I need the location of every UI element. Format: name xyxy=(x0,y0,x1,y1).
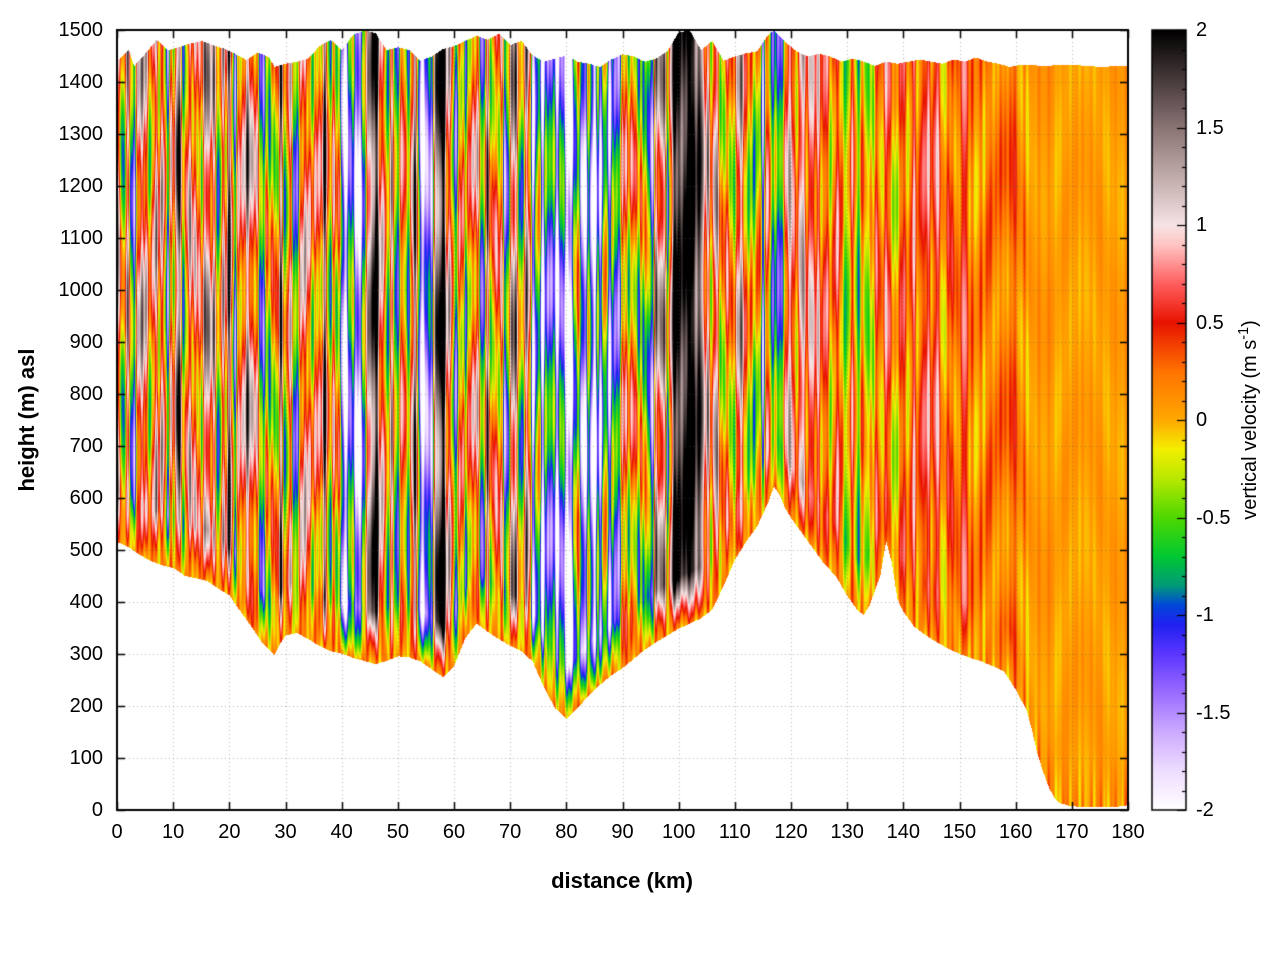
y-axis-title: height (m) asl xyxy=(14,348,39,492)
colorbar-tick-label: -1 xyxy=(1196,604,1214,626)
y-axis-tick-label: 500 xyxy=(69,539,103,561)
x-axis-tick-label: 140 xyxy=(886,821,921,843)
x-axis-tick-label: 60 xyxy=(442,821,466,843)
x-axis-tick-label: 150 xyxy=(942,821,977,843)
x-axis-tick-label: 10 xyxy=(162,821,185,843)
x-axis-tick-label: 160 xyxy=(998,821,1033,843)
y-axis-tick-label: 1300 xyxy=(58,123,104,145)
x-axis-tick-label: 110 xyxy=(718,821,751,843)
y-axis-tick-label: 800 xyxy=(69,383,103,405)
y-axis-tick-label: 400 xyxy=(69,591,103,613)
x-axis-tick-label: 30 xyxy=(274,821,297,843)
x-axis-title: distance (km) xyxy=(551,868,693,893)
y-axis-tick-label: 1200 xyxy=(58,175,104,197)
y-axis-tick-label: 1400 xyxy=(58,71,104,93)
y-axis-tick-label: 200 xyxy=(69,695,103,717)
x-axis-tick-label: 90 xyxy=(611,821,634,843)
y-axis-tick-label: 900 xyxy=(69,331,103,353)
y-axis-tick-label: 0 xyxy=(91,799,103,821)
x-axis-tick-label: 120 xyxy=(774,821,808,843)
y-axis-tick-label: 600 xyxy=(69,487,103,509)
colorbar-tick-label: 1.5 xyxy=(1196,116,1224,139)
x-axis-tick-label: 100 xyxy=(661,821,696,843)
colorbar-title: vertical velocity (m s-1) xyxy=(1236,320,1262,520)
y-axis-tick-label: 100 xyxy=(69,747,103,769)
colorbar-title-close: ) xyxy=(1238,320,1261,327)
colorbar-title-superscript: -1 xyxy=(1236,326,1253,340)
colorbar-title-text: vertical velocity (m s xyxy=(1238,339,1261,520)
colorbar-tick-label: 0 xyxy=(1196,409,1208,431)
colorbar-tick-label: 2 xyxy=(1196,19,1208,41)
x-axis-tick-label: 70 xyxy=(499,821,522,843)
colorbar-tick-label: -0.5 xyxy=(1196,506,1231,529)
x-axis-tick-label: 130 xyxy=(830,821,864,843)
x-axis-tick-label: 40 xyxy=(330,821,353,843)
x-axis-tick-label: 80 xyxy=(555,821,578,843)
x-axis-tick-label: 170 xyxy=(1055,821,1089,843)
x-axis-tick-label: 50 xyxy=(386,821,409,843)
x-axis-tick-label: 20 xyxy=(218,821,241,843)
colorbar-tick-label: 1 xyxy=(1196,214,1208,236)
y-axis-tick-label: 300 xyxy=(69,643,103,665)
x-axis-tick-label: 180 xyxy=(1111,821,1145,843)
colorbar-tick-label: 0.5 xyxy=(1196,311,1224,334)
y-axis-tick-label: 1000 xyxy=(58,279,104,301)
colorbar-tick-label: -1.5 xyxy=(1196,701,1231,724)
y-axis-tick-label: 1500 xyxy=(58,19,104,41)
x-axis-tick-label: 0 xyxy=(111,821,123,843)
colorbar-tick-label: -2 xyxy=(1196,799,1214,821)
y-axis-tick-label: 1100 xyxy=(59,227,103,249)
y-axis-tick-label: 700 xyxy=(69,435,103,457)
